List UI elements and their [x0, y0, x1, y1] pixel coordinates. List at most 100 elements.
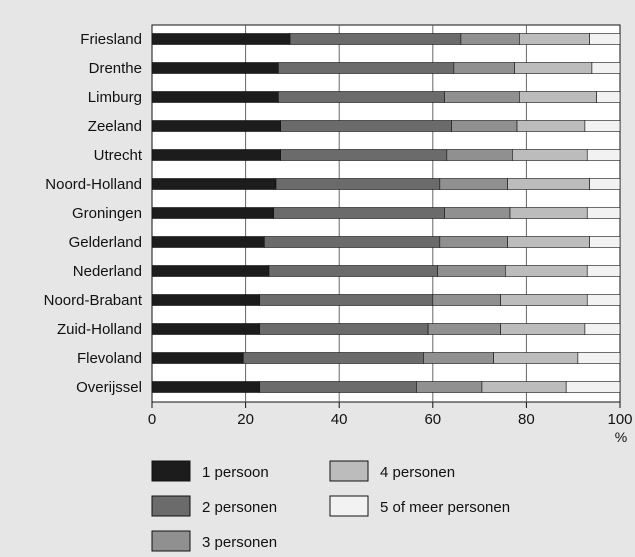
bars: [151, 33, 621, 393]
bar-segment: [444, 207, 511, 219]
bar-segment: [516, 120, 586, 132]
bar-segment: [151, 323, 260, 335]
bar-segment: [446, 149, 513, 161]
bar-segment: [151, 265, 270, 277]
x-axis: 0 20 40 60 80 100: [148, 402, 633, 428]
legend-label: 1 persoon: [202, 464, 269, 481]
bar-segment: [507, 236, 590, 248]
category-label: Noord-Brabant: [44, 292, 143, 309]
x-tick-label: 100: [607, 411, 632, 428]
category-label: Drenthe: [89, 60, 142, 77]
bar-segment: [589, 236, 621, 248]
bar-segment: [444, 91, 520, 103]
legend-swatch: [151, 495, 191, 517]
bar-segment: [151, 294, 260, 306]
category-label: Groningen: [72, 205, 142, 222]
bar-segment: [151, 62, 279, 74]
bar-segment: [280, 120, 452, 132]
bar-segment: [268, 265, 438, 277]
bar-segment: [151, 33, 291, 45]
bar-segment: [427, 323, 501, 335]
category-label: Zeeland: [88, 118, 142, 135]
bar-segment: [278, 91, 445, 103]
bar-segment: [512, 149, 588, 161]
bar-segment: [577, 352, 621, 364]
legend-swatch: [329, 495, 369, 517]
legend-label: 3 personen: [202, 534, 277, 551]
bar-segment: [432, 294, 501, 306]
x-tick-label: 0: [148, 411, 156, 428]
legend: 1 persoon 2 personen 3 personen 4 personen 5…: [151, 460, 510, 552]
bar-segment: [259, 323, 429, 335]
x-tick-label: 40: [331, 411, 348, 428]
bar-segment: [259, 381, 417, 393]
bar-segment: [453, 62, 515, 74]
bar-segment: [439, 178, 508, 190]
x-axis-unit: %: [615, 429, 627, 445]
bar-segment: [439, 236, 508, 248]
bar-segment: [275, 178, 441, 190]
legend-swatch: [151, 530, 191, 552]
category-label: Overijssel: [76, 379, 142, 396]
bar-segment: [151, 178, 277, 190]
bar-segment: [500, 323, 586, 335]
bar-segment: [519, 91, 597, 103]
bar-segment: [437, 265, 506, 277]
bar-segment: [596, 91, 621, 103]
bar-segment: [584, 120, 621, 132]
bar-segment: [423, 352, 494, 364]
bar-segment: [505, 265, 588, 277]
bar-segment: [280, 149, 448, 161]
legend-swatch: [329, 460, 369, 482]
bar-segment: [509, 207, 588, 219]
bar-segment: [259, 294, 434, 306]
bar-segment: [151, 207, 274, 219]
x-tick-label: 80: [518, 411, 535, 428]
category-label: Gelderland: [69, 234, 142, 251]
category-label: Zuid-Holland: [57, 321, 142, 338]
bar-segment: [151, 381, 260, 393]
bar-segment: [416, 381, 483, 393]
bar-segment: [242, 352, 424, 364]
bar-segment: [273, 207, 445, 219]
bar-segment: [586, 149, 621, 161]
category-label: Utrecht: [94, 147, 143, 164]
bar-segment: [481, 381, 567, 393]
bar-segment: [586, 265, 621, 277]
bar-segment: [519, 33, 590, 45]
bar-segment: [151, 149, 281, 161]
category-labels: Friesland Drenthe Limburg Zeeland Utrecht Noo…: [44, 31, 143, 396]
bar-segment: [151, 352, 244, 364]
bar-segment: [589, 33, 621, 45]
category-label: Limburg: [88, 89, 142, 106]
bar-segment: [289, 33, 462, 45]
category-label: Flevoland: [77, 350, 142, 367]
category-label: Nederland: [73, 263, 142, 280]
bar-segment: [584, 323, 621, 335]
legend-label: 2 personen: [202, 499, 277, 516]
bar-segment: [586, 294, 621, 306]
bar-segment: [591, 62, 621, 74]
legend-label: 4 personen: [380, 464, 455, 481]
bar-segment: [264, 236, 441, 248]
legend-label: 5 of meer personen: [380, 499, 510, 516]
legend-swatch: [151, 460, 191, 482]
bar-segment: [565, 381, 621, 393]
bar-segment: [493, 352, 579, 364]
bar-segment: [460, 33, 520, 45]
bar-segment: [589, 178, 621, 190]
bar-segment: [151, 120, 281, 132]
category-label: Noord-Holland: [45, 176, 142, 193]
bar-segment: [151, 236, 265, 248]
bar-segment: [151, 91, 279, 103]
bar-segment: [451, 120, 518, 132]
bar-segment: [278, 62, 455, 74]
category-label: Friesland: [80, 31, 142, 48]
bar-segment: [507, 178, 590, 190]
x-tick-label: 60: [424, 411, 441, 428]
bar-segment: [514, 62, 593, 74]
bar-segment: [586, 207, 621, 219]
x-tick-label: 20: [237, 411, 254, 428]
bar-segment: [500, 294, 588, 306]
